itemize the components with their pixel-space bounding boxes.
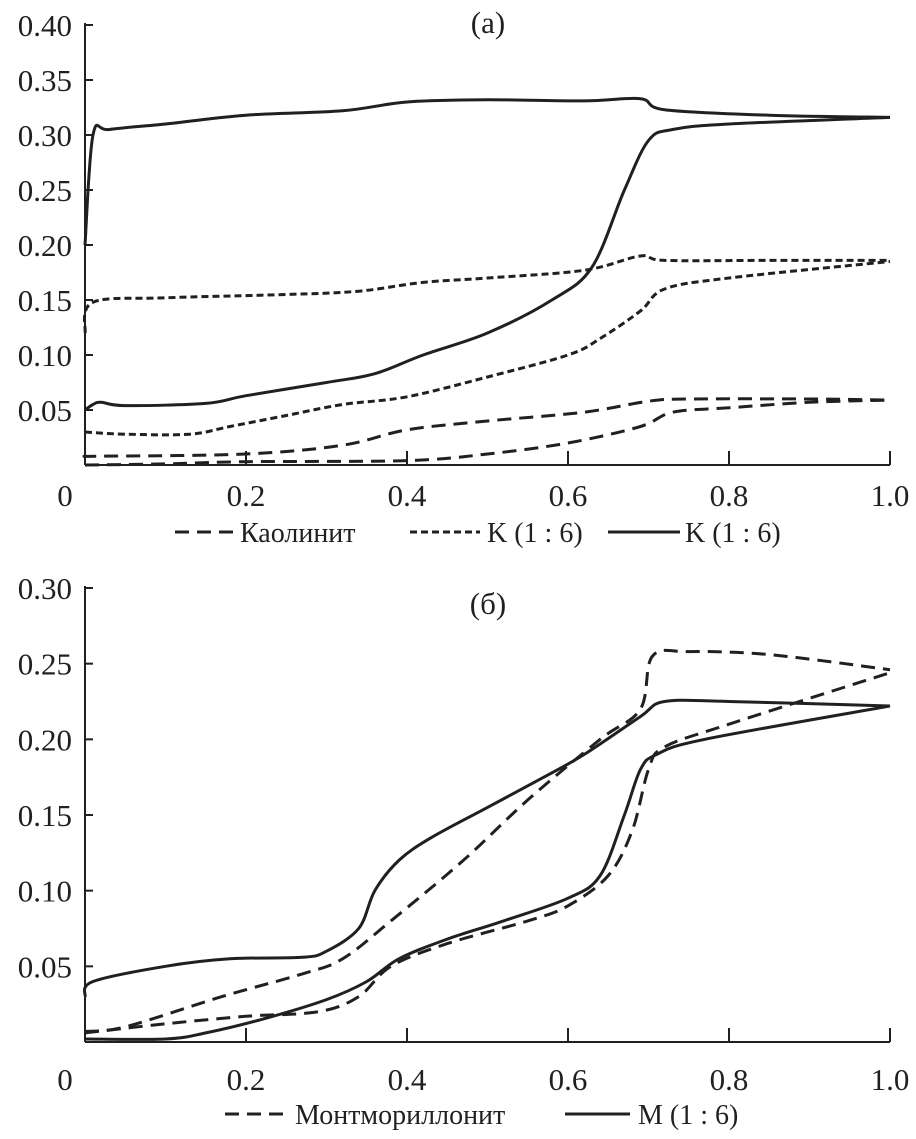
y-tick-label: 0.30 xyxy=(18,571,72,606)
series-line-1-upper xyxy=(82,698,891,998)
series-line-1-lower xyxy=(84,704,891,1041)
x-tick-label: 0 xyxy=(57,1062,73,1097)
panel-a: (a) 0.05 0.10 0.15 0.20 0.25 0.30 0.35 0.40 0 0.2… xyxy=(18,5,910,549)
y-tick-label: 0.10 xyxy=(18,874,72,909)
x-tick-label: 0.4 xyxy=(388,1062,427,1097)
legend-label: K (1 : 6) xyxy=(685,518,781,549)
x-tick-label: 0.6 xyxy=(549,478,588,513)
y-tick-label: 0.15 xyxy=(18,283,72,318)
series-line-0-lower xyxy=(84,671,891,1035)
y-tick-label: 0.25 xyxy=(18,173,72,208)
x-tick-label: 1.0 xyxy=(871,478,910,513)
y-tick-label: 0.20 xyxy=(18,722,72,757)
y-tick-label: 0.20 xyxy=(18,228,72,263)
panel-b: (б) 0.05 0.10 0.15 0.20 0.25 0.30 0 0.2 0.4 0.6 0.… xyxy=(18,571,910,1131)
series-line-2-lower xyxy=(84,115,891,412)
y-tick-label: 0.35 xyxy=(18,63,72,98)
x-tick-label: 0.2 xyxy=(227,478,266,513)
x-tick-label: 1.0 xyxy=(871,1062,910,1097)
series-line-0-upper xyxy=(82,397,891,458)
y-tick-label: 0.15 xyxy=(18,798,72,833)
y-tick-label: 0.05 xyxy=(18,393,72,428)
legend-label: Монтмориллонит xyxy=(295,1100,505,1131)
x-tick-label: 0.6 xyxy=(549,1062,588,1097)
x-tick-label: 0.4 xyxy=(388,478,427,513)
legend-label: M (1 : 6) xyxy=(638,1100,738,1131)
panel-b-title: (б) xyxy=(470,586,506,621)
series-line-1-lower xyxy=(84,260,891,437)
y-tick-label: 0.05 xyxy=(18,949,72,984)
y-tick-label: 0.30 xyxy=(18,118,72,153)
panel-a-title: (a) xyxy=(471,5,505,40)
x-tick-label: 0.8 xyxy=(710,478,749,513)
legend-label: Каолинит xyxy=(240,518,356,549)
series-line-0-upper xyxy=(84,648,891,1033)
series-line-2-upper xyxy=(83,96,891,246)
y-tick-label: 0.10 xyxy=(18,338,72,373)
x-tick-label: 0.2 xyxy=(227,1062,266,1097)
y-tick-label: 0.25 xyxy=(18,647,72,682)
series-line-1-upper xyxy=(82,254,890,334)
legend-label: K (1 : 6) xyxy=(487,518,583,549)
series-line-0-lower xyxy=(84,398,891,467)
x-tick-label: 0.8 xyxy=(710,1062,749,1097)
y-tick-label: 0.40 xyxy=(18,8,72,43)
x-tick-label: 0 xyxy=(57,478,73,513)
